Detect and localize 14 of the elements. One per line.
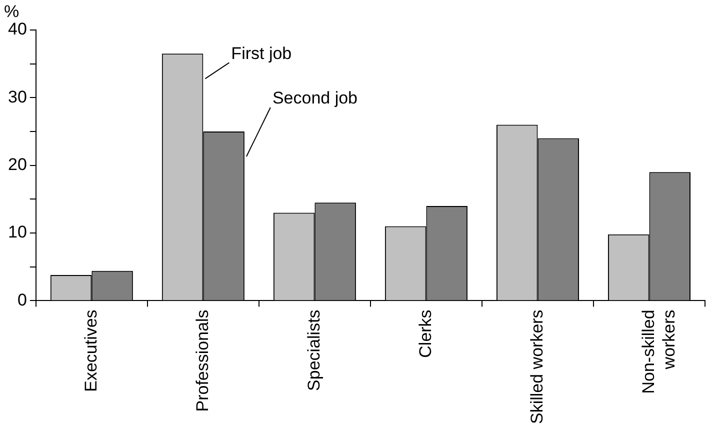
x-tick-label: Specialists [304, 310, 324, 391]
y-tick-label: 20 [8, 155, 27, 174]
y-axis-title: % [4, 2, 20, 22]
text: Second job [272, 88, 358, 108]
y-tick-label: 0 [17, 290, 27, 310]
y-tick-label: 10 [8, 222, 27, 242]
x-tick-label: Professionals [192, 310, 212, 412]
series-label: First job [231, 44, 292, 63]
x-tick-label: Skilled workers [527, 310, 546, 424]
x-tick-label: Non-skilled workers [638, 310, 678, 394]
y-tick-label: 30 [8, 87, 27, 106]
x-tick-label: Clerks [416, 310, 435, 358]
x-tick-label: Executives [81, 310, 100, 392]
y-tick-label: 40 [8, 20, 27, 39]
